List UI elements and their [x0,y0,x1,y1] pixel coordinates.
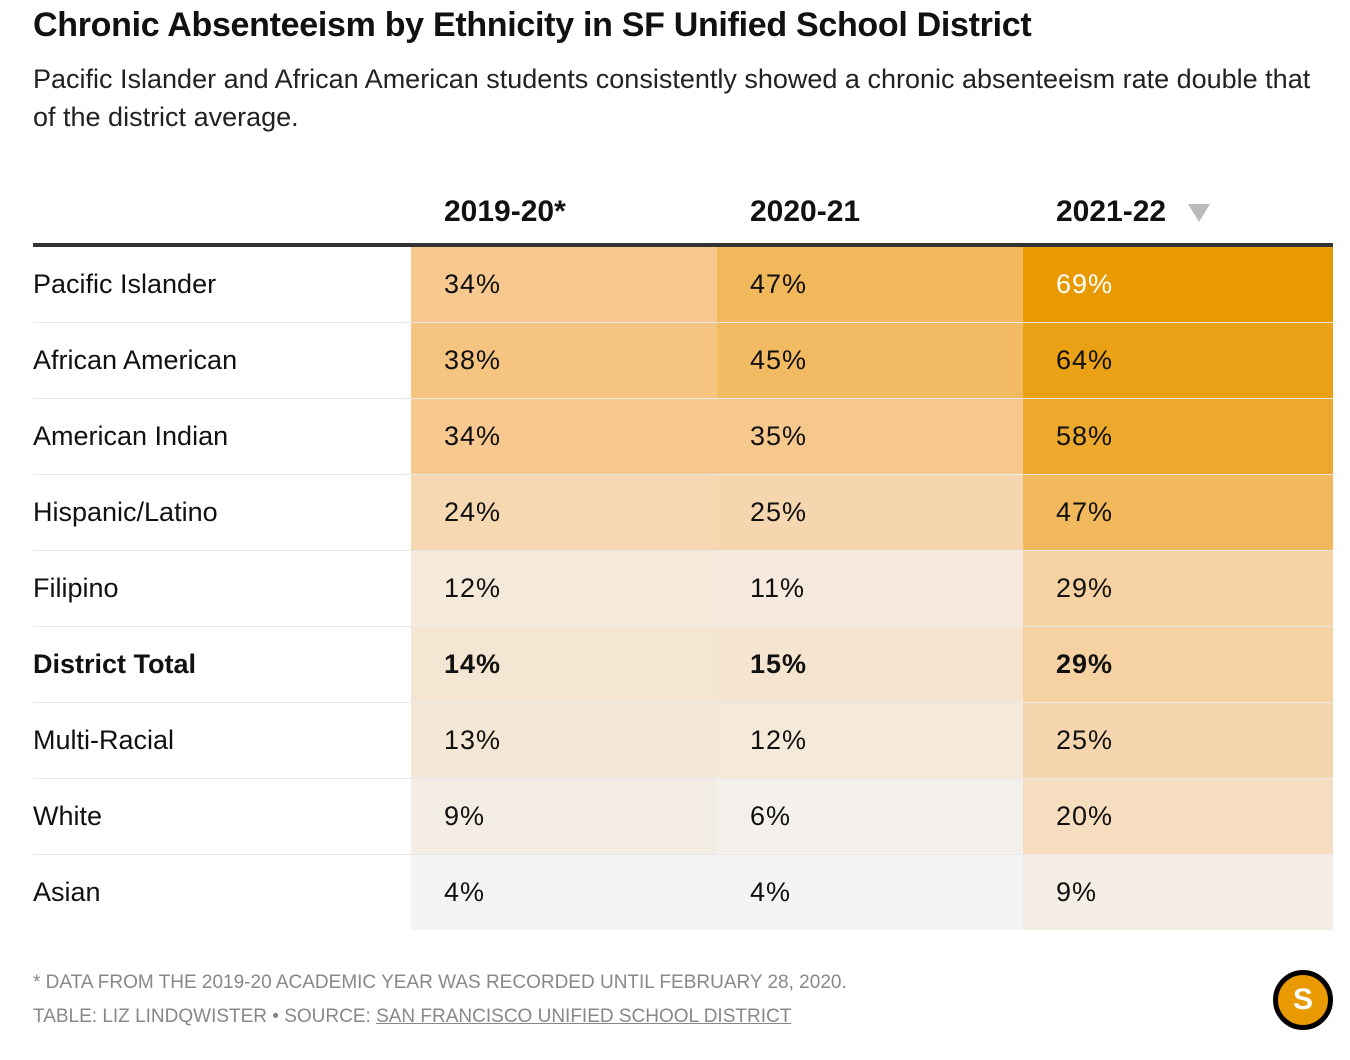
table-cell: 6% [717,778,1023,855]
column-header-text: 2021-22 [1056,194,1167,228]
footnote: * DATA FROM THE 2019-20 ACADEMIC YEAR WA… [33,972,847,993]
data-table: 2019-20* 2020-21 2021-22 Pacific Islande… [33,180,1333,930]
credit-text: TABLE: LIZ LINDQWISTER • SOURCE: [33,1006,377,1027]
table-cell: 9% [411,778,717,855]
column-header-text: 2019-20* [444,194,566,228]
chart-title: Chronic Absenteeism by Ethnicity in SF U… [33,6,1032,44]
source-link[interactable]: SAN FRANCISCO UNIFIED SCHOOL DISTRICT [376,1006,792,1027]
table-cell: 20% [1023,778,1333,855]
table-cell: 4% [411,854,717,930]
table-cell: 9% [1023,854,1333,930]
table-row: White 9% 6% 20% [33,778,1333,855]
table-cell: 58% [1023,398,1333,475]
row-label: Filipino [33,550,411,627]
table-cell: 4% [717,854,1023,930]
chart-subtitle: Pacific Islander and African American st… [33,64,1311,132]
logo-icon: S [1273,970,1333,1030]
table-cell: 29% [1023,550,1333,627]
table-cell: 15% [717,626,1023,703]
row-label: Asian [33,877,101,907]
column-header-2019-20[interactable]: 2019-20* [411,180,717,247]
table-row: American Indian 34% 35% 58% [33,398,1333,475]
header-label [33,180,411,247]
table-cell: 25% [717,474,1023,551]
table-cell: 25% [1023,702,1333,779]
table-cell: 45% [717,322,1023,399]
table-cell: 29% [1023,626,1333,703]
row-label: District Total [33,626,411,703]
table-cell: 14% [411,626,717,703]
table-cell: 13% [411,702,717,779]
table-cell: 12% [717,702,1023,779]
column-header-text: 2020-21 [750,194,861,228]
table-cell: 34% [411,398,717,475]
row-label: Hispanic/Latino [33,474,411,551]
sort-descending-icon[interactable] [1188,203,1211,222]
row-label: White [33,778,411,855]
column-header-2020-21[interactable]: 2020-21 [717,180,1023,247]
table-cell: 35% [717,398,1023,475]
table-cell: 24% [411,474,717,551]
row-label: American Indian [33,398,411,475]
row-label: African American [33,322,411,399]
table-cell: 47% [1023,474,1333,551]
row-label: Multi-Racial [33,702,411,779]
table-cell: 64% [1023,322,1333,399]
table-row: African American 38% 45% 64% [33,322,1333,399]
table-row: Filipino 12% 11% 29% [33,550,1333,627]
table-row: District Total 14% 15% 29% [33,626,1333,703]
credit-line: TABLE: LIZ LINDQWISTER • SOURCE: SAN FRA… [33,1006,791,1028]
table-row: Hispanic/Latino 24% 25% 47% [33,474,1333,551]
table-cell: 38% [411,322,717,399]
table-cell: 12% [411,550,717,627]
table-row: Pacific Islander 34% 47% 69% [33,245,1333,323]
table-row: Multi-Racial 13% 12% 25% [33,702,1333,779]
table-cell: 11% [717,550,1023,627]
row-label: Pacific Islander [33,245,411,323]
column-header-2021-22[interactable]: 2021-22 [1023,180,1333,247]
table-cell: 47% [717,245,1023,323]
table-cell: 69% [1023,245,1333,323]
table-cell: 34% [411,245,717,323]
table-row: Asian 4% 4% 9% [33,854,1333,930]
